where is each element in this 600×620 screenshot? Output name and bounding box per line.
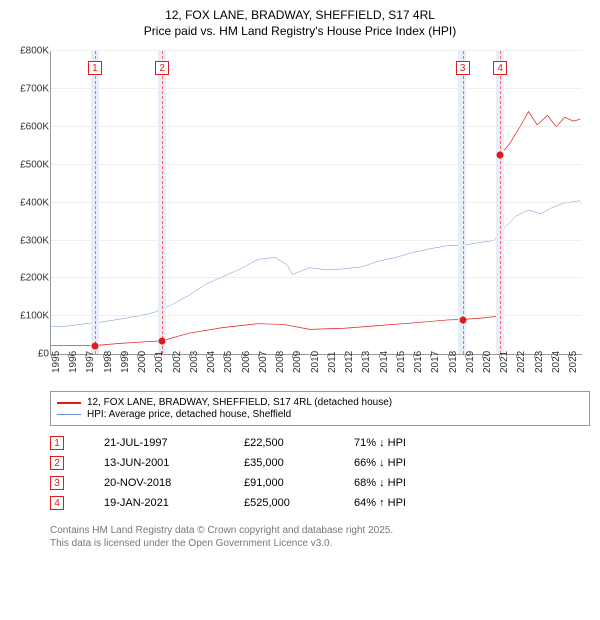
event-marker-box: 3 [456,61,470,75]
title-address: 12, FOX LANE, BRADWAY, SHEFFIELD, S17 4R… [10,8,590,24]
event-price: £22,500 [244,437,354,449]
x-axis-label: 2016 [413,351,424,373]
event-pct: 66% ↓ HPI [354,457,464,469]
chart-title: 12, FOX LANE, BRADWAY, SHEFFIELD, S17 4R… [10,8,590,39]
chart-container: 12, FOX LANE, BRADWAY, SHEFFIELD, S17 4R… [0,0,600,560]
y-axis-label: £700K [11,84,49,95]
legend-label: 12, FOX LANE, BRADWAY, SHEFFIELD, S17 4R… [87,397,392,408]
x-axis-label: 1996 [68,351,79,373]
x-axis-label: 2006 [241,351,252,373]
event-row: 3 20-NOV-2018 £91,000 68% ↓ HPI [50,476,590,490]
event-pct: 71% ↓ HPI [354,437,464,449]
y-axis-label: £600K [11,121,49,132]
legend-swatch [57,402,81,404]
event-marker-box: 4 [50,496,64,510]
x-axis-label: 2017 [430,351,441,373]
event-marker-box: 4 [493,61,507,75]
event-row: 2 13-JUN-2001 £35,000 66% ↓ HPI [50,456,590,470]
x-axis-label: 2022 [516,351,527,373]
legend-item: HPI: Average price, detached house, Shef… [57,409,583,420]
event-row: 1 21-JUL-1997 £22,500 71% ↓ HPI [50,436,590,450]
y-axis-label: £800K [11,46,49,57]
x-axis-label: 1997 [85,351,96,373]
x-axis-label: 2003 [189,351,200,373]
event-marker-line [463,51,464,354]
chart-area: £0 £100K £200K £300K £400K £500K £600K £700K £80… [10,45,590,385]
x-axis-label: 2015 [396,351,407,373]
title-subtitle: Price paid vs. HM Land Registry's House … [10,24,590,40]
x-axis-label: 2018 [448,351,459,373]
legend-swatch [57,414,81,415]
legend-label: HPI: Average price, detached house, Shef… [87,409,291,420]
x-axis-label: 2012 [344,351,355,373]
event-pct: 64% ↑ HPI [354,497,464,509]
x-axis-label: 2025 [568,351,579,373]
sale-point [91,342,98,349]
event-date: 20-NOV-2018 [104,477,244,489]
sale-point [459,316,466,323]
x-axis-label: 1995 [51,351,62,373]
x-axis-label: 2020 [482,351,493,373]
event-marker-box: 1 [88,61,102,75]
x-axis-label: 2023 [534,351,545,373]
x-axis-label: 2011 [327,352,338,374]
y-axis-label: £400K [11,197,49,208]
footer-line2: This data is licensed under the Open Gov… [50,537,590,550]
y-axis-label: £500K [11,159,49,170]
x-axis-label: 2008 [275,351,286,373]
x-axis-label: 2014 [379,351,390,373]
x-axis-label: 2021 [499,351,510,373]
x-axis-label: 2024 [551,351,562,373]
x-axis-label: 2001 [154,351,165,373]
sale-point [497,152,504,159]
x-axis-label: 2019 [465,351,476,373]
y-axis-label: £300K [11,235,49,246]
y-axis-label: £100K [11,311,49,322]
x-axis-label: 1999 [120,351,131,373]
event-marker-line [500,51,501,354]
events-table: 1 21-JUL-1997 £22,500 71% ↓ HPI 2 13-JUN… [50,436,590,510]
plot-region: £0£100K£200K£300K£400K£500K£600K£700K£80… [50,51,582,355]
x-axis-label: 2007 [258,351,269,373]
footer: Contains HM Land Registry data © Crown c… [50,524,590,550]
event-marker-box: 3 [50,476,64,490]
event-price: £525,000 [244,497,354,509]
legend-item: 12, FOX LANE, BRADWAY, SHEFFIELD, S17 4R… [57,397,583,408]
event-marker-line [162,51,163,354]
x-axis-label: 2004 [206,351,217,373]
event-date: 13-JUN-2001 [104,457,244,469]
x-axis-label: 2013 [361,351,372,373]
event-marker-box: 1 [50,436,64,450]
x-axis-label: 1998 [103,351,114,373]
event-pct: 68% ↓ HPI [354,477,464,489]
legend: 12, FOX LANE, BRADWAY, SHEFFIELD, S17 4R… [50,391,590,426]
y-axis-label: £200K [11,273,49,284]
x-axis-label: 2000 [137,351,148,373]
x-axis-label: 2002 [172,351,183,373]
event-row: 4 19-JAN-2021 £525,000 64% ↑ HPI [50,496,590,510]
y-axis-label: £0 [11,349,49,360]
event-date: 19-JAN-2021 [104,497,244,509]
footer-line1: Contains HM Land Registry data © Crown c… [50,524,590,537]
event-price: £35,000 [244,457,354,469]
event-marker-box: 2 [50,456,64,470]
event-marker-box: 2 [155,61,169,75]
x-axis-label: 2010 [310,351,321,373]
event-date: 21-JUL-1997 [104,437,244,449]
sale-point [159,337,166,344]
x-axis-label: 2005 [223,351,234,373]
x-axis-label: 2009 [292,351,303,373]
event-price: £91,000 [244,477,354,489]
event-marker-line [95,51,96,354]
